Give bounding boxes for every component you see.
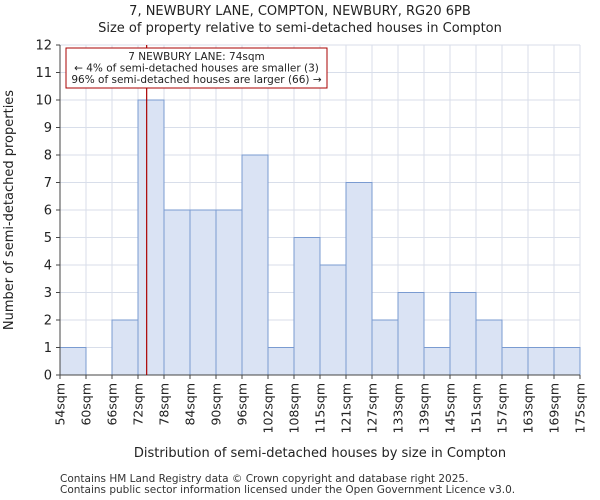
footer-line2: Contains public sector information licen… bbox=[60, 484, 516, 496]
y-tick-label: 11 bbox=[35, 66, 52, 81]
annotation-text-line: 96% of semi-detached houses are larger (… bbox=[71, 74, 322, 86]
histogram-bar bbox=[215, 209, 243, 376]
x-tick-label: 90sqm bbox=[209, 383, 224, 426]
x-tick-label: 84sqm bbox=[183, 383, 198, 426]
y-tick-label: 10 bbox=[35, 94, 52, 109]
annotation-text-line: ← 4% of semi-detached houses are smaller… bbox=[74, 63, 319, 75]
histogram-bar bbox=[293, 237, 321, 376]
y-tick-label: 8 bbox=[44, 149, 52, 164]
y-tick-label: 1 bbox=[44, 341, 52, 356]
histogram-bar bbox=[553, 347, 581, 376]
histogram-bar bbox=[59, 347, 87, 376]
x-tick-label: 66sqm bbox=[105, 383, 120, 426]
x-tick-label: 139sqm bbox=[417, 383, 432, 433]
y-tick-label: 4 bbox=[44, 259, 52, 274]
histogram-bar bbox=[371, 319, 399, 376]
x-tick-label: 72sqm bbox=[131, 383, 146, 426]
histogram-bar bbox=[501, 347, 529, 376]
x-tick-label: 78sqm bbox=[157, 383, 172, 426]
x-tick-label: 151sqm bbox=[469, 383, 484, 433]
y-tick-label: 2 bbox=[44, 314, 52, 329]
y-tick-label: 0 bbox=[44, 369, 52, 384]
chart-title-line1: 7, NEWBURY LANE, COMPTON, NEWBURY, RG20 … bbox=[129, 4, 471, 19]
y-axis-title: Number of semi-detached properties bbox=[2, 90, 17, 330]
x-tick-label: 157sqm bbox=[495, 383, 510, 433]
histogram-bar bbox=[163, 209, 191, 376]
histogram-bar bbox=[423, 347, 451, 376]
y-tick-label: 9 bbox=[44, 121, 52, 136]
y-tick-label: 12 bbox=[35, 39, 52, 54]
histogram-bar bbox=[397, 292, 425, 376]
x-axis-title: Distribution of semi-detached houses by … bbox=[134, 446, 506, 461]
x-tick-label: 169sqm bbox=[547, 383, 562, 433]
x-tick-label: 127sqm bbox=[365, 383, 380, 433]
footer-line1: Contains HM Land Registry data © Crown c… bbox=[60, 473, 469, 485]
histogram-bar bbox=[319, 264, 347, 376]
y-tick-label: 6 bbox=[44, 204, 52, 219]
x-tick-label: 108sqm bbox=[287, 383, 302, 433]
x-tick-label: 121sqm bbox=[339, 383, 354, 433]
x-tick-label: 60sqm bbox=[79, 383, 94, 426]
annotation-text-line: 7 NEWBURY LANE: 74sqm bbox=[128, 51, 265, 63]
histogram-bar bbox=[449, 292, 477, 376]
histogram-bar bbox=[267, 347, 295, 376]
histogram-bar bbox=[111, 319, 139, 376]
chart-title-line2: Size of property relative to semi-detach… bbox=[98, 21, 502, 36]
x-tick-label: 102sqm bbox=[261, 383, 276, 433]
y-tick-label: 7 bbox=[44, 176, 52, 191]
x-tick-label: 133sqm bbox=[391, 383, 406, 433]
x-tick-label: 145sqm bbox=[443, 383, 458, 433]
histogram-bar bbox=[189, 209, 217, 376]
annotation-box bbox=[65, 47, 328, 89]
x-tick-label: 96sqm bbox=[235, 383, 250, 426]
x-tick-label: 175sqm bbox=[573, 383, 588, 433]
x-tick-label: 163sqm bbox=[521, 383, 536, 433]
y-tick-label: 3 bbox=[44, 286, 52, 301]
histogram-bar bbox=[137, 99, 165, 376]
histogram-bar bbox=[527, 347, 555, 376]
histogram-bar bbox=[345, 182, 373, 376]
histogram-bar bbox=[241, 154, 269, 376]
x-tick-label: 54sqm bbox=[53, 383, 68, 426]
y-tick-label: 5 bbox=[44, 231, 52, 246]
x-tick-label: 115sqm bbox=[313, 383, 328, 433]
histogram-bar bbox=[475, 319, 503, 376]
